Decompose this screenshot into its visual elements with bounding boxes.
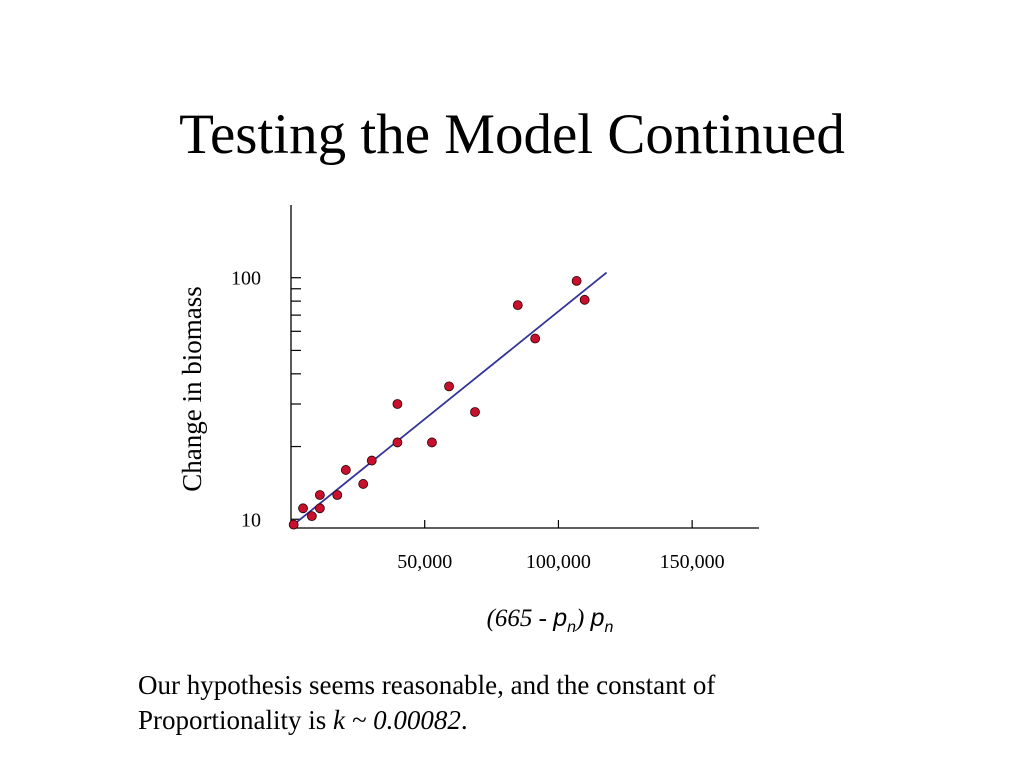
caption-suffix: . [460, 705, 468, 735]
slide-caption: Our hypothesis seems reasonable, and the… [138, 668, 958, 738]
x-tick-label: 100,000 [526, 551, 591, 573]
data-point [340, 465, 351, 475]
data-point [392, 399, 403, 409]
data-point [512, 300, 523, 311]
fit-line [295, 271, 608, 524]
data-point [366, 455, 377, 466]
data-point [392, 437, 403, 448]
data-point [444, 381, 454, 392]
data-point [579, 294, 590, 305]
data-point [298, 503, 308, 514]
data-point [358, 479, 369, 489]
y-tick-label: 100 [231, 268, 261, 290]
caption-constant: k ~ 0.00082 [333, 705, 461, 735]
caption-line-1: Our hypothesis seems reasonable, and the… [138, 670, 716, 700]
data-point [470, 407, 480, 417]
x-axis-ticks: 50,000 100,000 150,000 [397, 520, 725, 573]
caption-line-2-prefix: Proportionality is [138, 705, 333, 735]
x-tick-label: 150,000 [660, 551, 725, 573]
fit-line-group [295, 271, 608, 524]
data-point [427, 437, 437, 448]
data-point [314, 490, 325, 500]
data-point [314, 503, 325, 514]
x-axis-label: (665 - pn) pn [486, 604, 614, 636]
y-axis-ticks: 10 100 [231, 268, 301, 531]
data-point [332, 490, 343, 500]
data-point [306, 511, 317, 522]
data-points [288, 276, 590, 530]
data-point [288, 519, 299, 530]
data-point [571, 276, 582, 286]
data-point [530, 333, 541, 344]
y-tick-label: 10 [241, 509, 261, 531]
x-tick-label: 50,000 [397, 551, 452, 573]
slide-title: Testing the Model Continued [179, 103, 845, 166]
chart-axes [290, 205, 759, 529]
y-axis-label: Change in biomass [177, 286, 207, 491]
